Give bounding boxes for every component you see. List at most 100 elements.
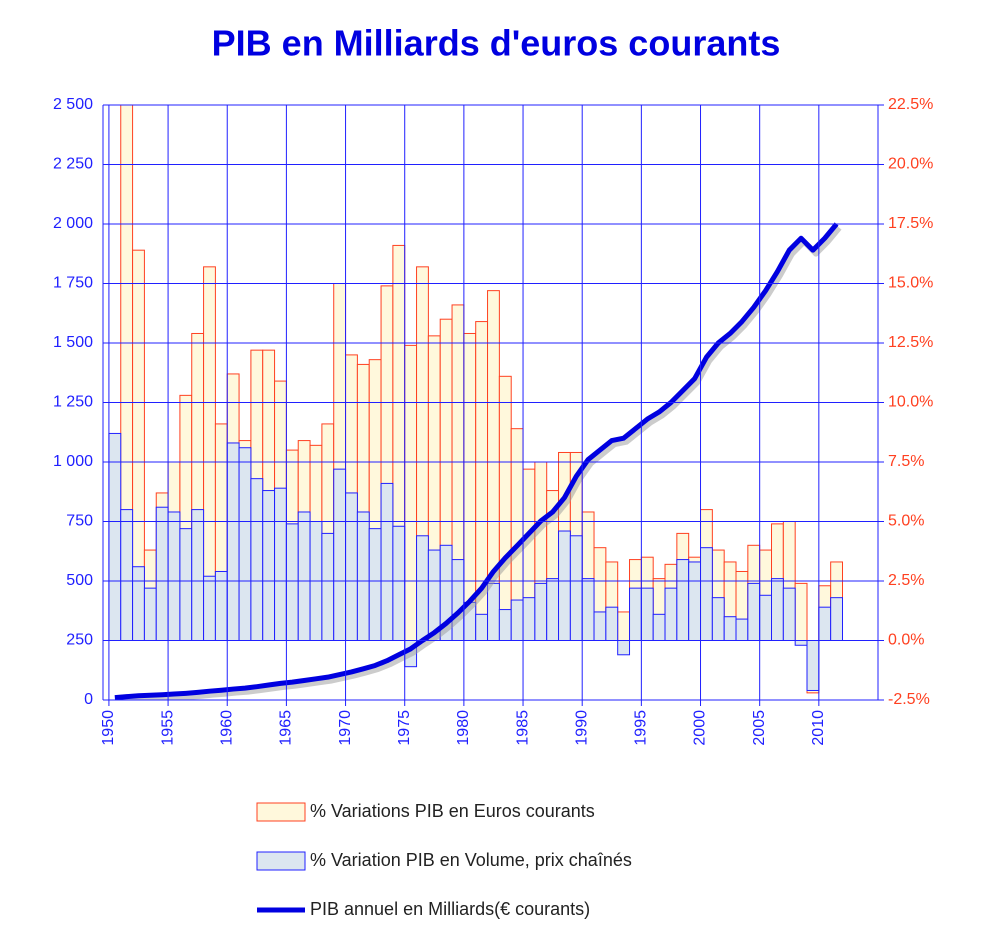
bar (700, 547, 713, 641)
bar (664, 587, 678, 642)
x-tick-label: 1985 (514, 710, 531, 746)
bar (747, 582, 761, 642)
y2-tick-label: 12.5% (888, 334, 933, 351)
bar (794, 582, 808, 642)
bar (569, 535, 583, 642)
y-tick-label: 1 000 (53, 453, 93, 470)
y-tick-label: 1 500 (53, 334, 93, 351)
bar (771, 578, 784, 641)
chart-title: PIB en Milliards d'euros courants (212, 23, 781, 64)
bar (143, 587, 157, 642)
y-tick-label: 1 750 (53, 275, 93, 292)
y2-tick-label: 7.5% (888, 453, 924, 470)
line (114, 222, 839, 700)
bar (404, 344, 418, 641)
legend-swatch (256, 802, 306, 822)
bar (475, 613, 489, 642)
x-tick-label: 1965 (278, 710, 295, 746)
bar (794, 640, 808, 646)
y-tick-label: 0 (84, 691, 93, 708)
y2-tick-label: 0.0% (888, 632, 924, 649)
y-tick-label: 2 000 (53, 215, 93, 232)
x-tick-label: 2000 (692, 710, 709, 746)
bar (416, 535, 429, 642)
bar (226, 442, 240, 641)
y2-tick-label: 5.0% (888, 513, 924, 530)
bar (510, 599, 524, 641)
bar (652, 613, 666, 642)
bar (546, 578, 560, 641)
bar (333, 468, 347, 642)
bar (617, 640, 631, 656)
y2-tick-label: 2.5% (888, 572, 924, 589)
bar (392, 525, 406, 642)
plot-area (108, 105, 844, 700)
y2-tick-label: 15.0% (888, 275, 933, 292)
y-tick-label: 250 (66, 632, 93, 649)
y-tick-label: 2 250 (53, 156, 93, 173)
line-shadow (117, 226, 842, 700)
bar (167, 511, 181, 642)
bar (120, 509, 134, 641)
bar (581, 578, 595, 641)
bar (830, 597, 844, 641)
y2-tick-label: 22.5% (888, 96, 933, 113)
bar (629, 587, 642, 642)
bar (558, 530, 571, 642)
bar (534, 582, 548, 642)
bar (723, 616, 737, 642)
bar (640, 587, 654, 642)
legend-label: % Variations PIB en Euros courants (310, 801, 595, 821)
y-tick-label: 500 (66, 572, 93, 589)
legend-label: % Variation PIB en Volume, prix chaînés (310, 850, 632, 870)
bar (688, 561, 702, 642)
bar (806, 640, 820, 691)
x-tick-label: 1950 (100, 710, 117, 746)
x-tick-label: 1980 (455, 710, 472, 746)
bar (818, 606, 832, 641)
x-tick-label: 1995 (633, 710, 650, 746)
y2-tick-label: 10.0% (888, 394, 933, 411)
bar (605, 606, 619, 641)
y-tick-label: 1 250 (53, 394, 93, 411)
bar (179, 528, 193, 642)
bar (498, 609, 512, 641)
bar (214, 570, 228, 641)
x-tick-label: 1955 (159, 710, 176, 746)
bar (711, 597, 725, 641)
bar (498, 375, 512, 641)
legend-swatch (256, 851, 306, 871)
bar (274, 487, 287, 641)
x-tick-label: 2005 (751, 710, 768, 746)
bar (250, 478, 264, 641)
x-tick-label: 1990 (573, 710, 590, 746)
bar (321, 532, 335, 642)
legend-label: PIB annuel en Milliards(€ courants) (310, 899, 590, 919)
bar (238, 447, 252, 641)
bar (155, 506, 169, 641)
bar (451, 559, 465, 642)
bar (593, 611, 607, 642)
bar (487, 582, 500, 642)
bar (285, 523, 299, 642)
bar (522, 597, 536, 641)
y2-tick-label: 20.0% (888, 156, 933, 173)
bar (203, 575, 216, 641)
bar (356, 511, 370, 642)
x-tick-label: 2010 (810, 710, 827, 746)
x-tick-label: 1970 (337, 710, 354, 746)
bar (345, 492, 358, 641)
y-tick-label: 2 500 (53, 96, 93, 113)
bar (132, 566, 145, 641)
y-tick-label: 750 (66, 513, 93, 530)
bar (380, 482, 394, 642)
bar (617, 611, 631, 642)
bar (735, 618, 749, 642)
bar (368, 528, 382, 642)
bar (782, 587, 796, 642)
bar (108, 432, 122, 641)
y2-tick-label: 17.5% (888, 215, 933, 232)
bar (262, 490, 276, 641)
